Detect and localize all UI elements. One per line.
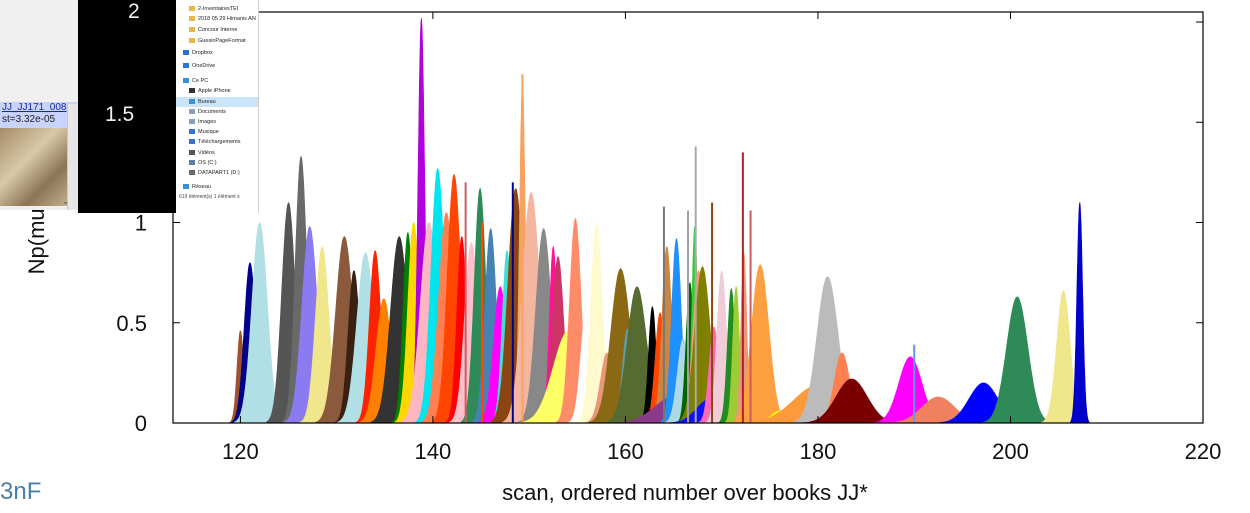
- plot-spikes: [464, 74, 916, 423]
- nav-item[interactable]: Apple iPhone: [189, 86, 231, 96]
- nav-item[interactable]: DATAPART1 (D:): [189, 168, 240, 178]
- black-overlay-panel: 2 1.5: [78, 0, 176, 213]
- dropbox-icon: [183, 50, 189, 56]
- nav-item[interactable]: 2-InventairesTEI: [189, 4, 238, 14]
- network-icon: [183, 184, 189, 190]
- x-tick-label: 120: [222, 439, 259, 464]
- nav-item-label: Images: [198, 119, 217, 125]
- nav-item-label: Ce PC: [192, 78, 209, 84]
- x-tick-label: 140: [415, 439, 452, 464]
- nav-item-label: Dropbox: [192, 50, 213, 56]
- folder-icon: [189, 38, 195, 44]
- nav-item[interactable]: Téléchargements: [189, 137, 241, 147]
- nav-item[interactable]: OS (C:): [189, 158, 217, 168]
- x-tick-label: 180: [800, 439, 837, 464]
- thumbnail-caption[interactable]: JJ_JJ171_008 st=3.32e-05: [0, 102, 78, 128]
- nav-item-label: OS (C:): [198, 160, 217, 166]
- drive-icon: [189, 170, 195, 176]
- nav-item[interactable]: Dropbox: [183, 48, 213, 58]
- cloud-icon: [183, 63, 189, 69]
- vertical-scrollbar[interactable]: [67, 104, 78, 210]
- nav-item[interactable]: 2018 05 29 Himanis AN: [189, 14, 256, 24]
- folder-icon: [189, 6, 195, 12]
- manuscript-thumbnail[interactable]: [0, 128, 68, 206]
- images-icon: [189, 119, 195, 125]
- documents-icon: [189, 109, 195, 115]
- x-tick-label: 160: [607, 439, 644, 464]
- x-tick-label: 200: [992, 439, 1029, 464]
- plot-frame: [172, 11, 1204, 424]
- file-explorer-navigation-pane: 2-InventairesTEI 2018 05 29 Himanis AN Con…: [176, 0, 259, 213]
- music-icon: [189, 129, 195, 135]
- nav-item-label: 2018 05 29 Himanis AN: [198, 16, 256, 22]
- nav-item-label: Musique: [198, 129, 219, 135]
- nav-item-label: GuesinPageFormat: [198, 38, 246, 44]
- y-tick-label: 0.5: [116, 311, 147, 336]
- nav-item-label: OneDrive: [192, 63, 216, 69]
- nav-item-label: Documents: [198, 109, 226, 115]
- y-axis: 00.51: [116, 21, 1203, 436]
- overlay-y-tick: 1.5: [105, 103, 135, 126]
- nav-item-label: Apple iPhone: [198, 88, 231, 94]
- nav-item-label: Vidéos: [198, 150, 215, 156]
- scroll-down-icon[interactable]: ⌄: [62, 196, 70, 206]
- drive-icon: [189, 160, 195, 166]
- density-curve-67: [1070, 202, 1090, 424]
- x-axis: 120 140 160 180 200 220: [222, 12, 1221, 464]
- download-icon: [189, 139, 195, 145]
- y-tick-label: 0: [135, 411, 147, 436]
- nav-item-label: Bureau: [198, 99, 216, 105]
- folder-icon: [189, 27, 195, 33]
- nav-item-label: Réseau: [192, 184, 211, 190]
- nav-item[interactable]: Documents: [189, 107, 226, 117]
- nav-item-label: Téléchargements: [198, 139, 241, 145]
- nav-item[interactable]: Ce PC: [183, 76, 208, 86]
- thumbnail-cost: st=3.32e-05: [2, 114, 56, 125]
- nav-item[interactable]: Bureau: [176, 97, 258, 107]
- thumbnail-filename[interactable]: JJ_JJ171_008: [2, 102, 67, 113]
- plot-area: [229, 17, 1090, 424]
- computer-icon: [183, 78, 189, 84]
- density-curve-65: [981, 296, 1053, 424]
- folder-icon: [189, 16, 195, 22]
- video-icon: [189, 150, 195, 156]
- nav-item[interactable]: Réseau: [183, 182, 211, 192]
- overlay-y-tick: 2: [128, 0, 140, 23]
- nav-item-label: DATAPART1 (D:): [198, 170, 240, 176]
- background-image-viewer-window: JJ_JJ171_008 st=3.32e-05 ⌄: [0, 0, 79, 210]
- nav-item[interactable]: Vidéos: [189, 148, 215, 158]
- y-tick-label: 1: [135, 211, 147, 236]
- nav-item[interactable]: OneDrive: [183, 61, 215, 71]
- nav-item-label: 2-InventairesTEI: [198, 6, 239, 12]
- status-bar: 619 élément(s) 1 élément s: [179, 194, 240, 200]
- x-tick-label: 220: [1185, 439, 1222, 464]
- nav-item[interactable]: Musique: [189, 127, 219, 137]
- nav-item[interactable]: Images: [189, 117, 216, 127]
- x-axis-label: scan, ordered number over books JJ*: [502, 480, 868, 505]
- desktop-icon: [189, 99, 195, 105]
- nav-item[interactable]: Concour Interne: [189, 25, 237, 35]
- phone-icon: [189, 88, 195, 94]
- watermark-text: 3nF: [0, 478, 42, 505]
- nav-item-label: Concour Interne: [198, 27, 238, 33]
- nav-item[interactable]: GuesinPageFormat: [189, 36, 246, 46]
